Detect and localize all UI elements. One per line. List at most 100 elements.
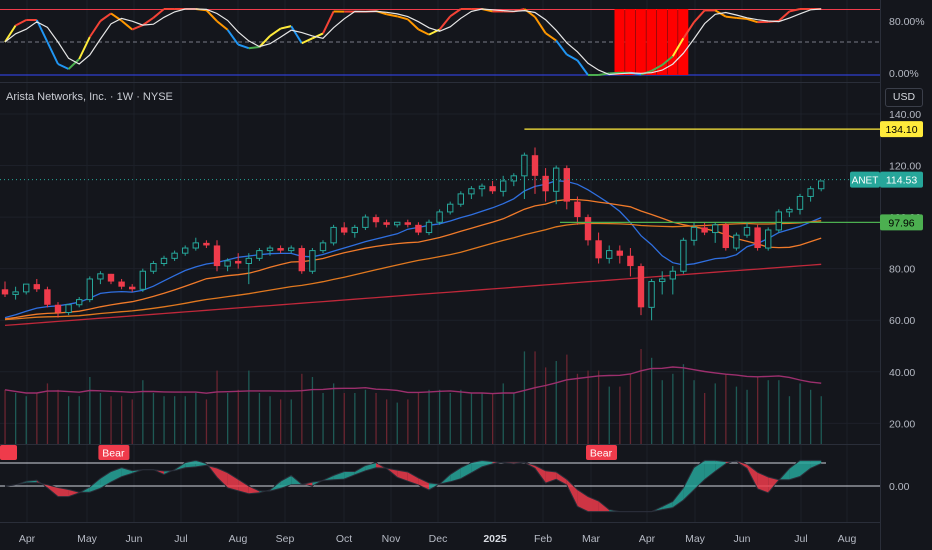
stoch-k-segment: [555, 39, 568, 56]
stoch-rsi-pane: [0, 8, 880, 76]
candle-body: [542, 175, 549, 192]
candle-body: [627, 255, 634, 267]
level-price-label-text: 134.10: [885, 124, 917, 136]
stoch-k-segment: [269, 27, 282, 37]
osc-cloud-segment: [47, 484, 58, 497]
time-axis-label: Jun: [126, 533, 143, 545]
stoch-k-segment: [534, 16, 547, 34]
candle: [690, 222, 698, 246]
volume-bar: [280, 399, 282, 444]
stoch-k-segment: [386, 13, 398, 18]
candle: [500, 175, 507, 197]
candle-body: [224, 260, 231, 267]
volume-bar: [460, 389, 462, 444]
stoch-k-segment: [311, 32, 324, 40]
price-pane[interactable]: [0, 128, 880, 444]
osc-cloud-segment: [89, 478, 101, 493]
candle: [637, 263, 645, 316]
ticker-tag-text: ANET: [852, 176, 879, 187]
volume-bar: [68, 396, 70, 444]
time-axis-label: 2025: [483, 533, 507, 545]
stoch-k-segment: [152, 8, 165, 19]
volume-bar: [523, 351, 526, 444]
volume-bar: [36, 393, 38, 444]
osc-cloud-segment: [768, 477, 779, 493]
candle-body: [765, 229, 772, 249]
volume-bar: [810, 389, 812, 444]
candle: [521, 152, 528, 200]
volume-bar: [799, 383, 801, 444]
stoch-k-segment: [237, 43, 250, 50]
level-price-label-box: [880, 214, 923, 231]
volume-bar: [269, 396, 271, 444]
candle-body: [44, 289, 51, 305]
osc-cloud-segment: [354, 465, 366, 475]
osc-cloud-segment: [365, 462, 376, 471]
time-axis-label: Feb: [534, 533, 552, 545]
candle-body: [330, 226, 337, 244]
time-axis[interactable]: Apr May Jun Jul Aug Sep Oct Nov Dec 2025 Feb Mar Apr…: [19, 533, 857, 545]
price-axis-label: 60.00: [889, 315, 915, 327]
candle-body: [701, 227, 708, 233]
volume-bar: [735, 386, 738, 444]
volume-bar: [195, 393, 197, 444]
candle-body: [712, 224, 719, 234]
bear-signal-box: [98, 445, 130, 460]
last-price-text: 114.53: [886, 175, 917, 187]
candle-body: [722, 224, 729, 249]
osc-cloud-segment: [757, 472, 769, 493]
stoch-k-segment: [216, 20, 229, 31]
candle: [489, 180, 496, 194]
stoch-k-segment: [131, 24, 144, 31]
stoch-k-segment: [746, 17, 758, 24]
volume-bar: [174, 396, 176, 444]
candle-body: [23, 283, 30, 293]
bear-signal: Bear: [586, 445, 617, 460]
time-axis-label: Jun: [734, 533, 751, 545]
candle: [701, 222, 708, 236]
bear-signal: Bear: [98, 445, 130, 460]
candle-body: [129, 286, 136, 290]
candle: [722, 222, 729, 251]
candle: [394, 221, 401, 228]
candle-body: [319, 242, 327, 252]
stoch-k-segment: [682, 21, 695, 39]
candle: [107, 273, 115, 285]
volume-bar: [767, 380, 769, 444]
stoch-k-segment: [407, 18, 420, 31]
candle-body: [76, 299, 83, 306]
candle-body: [298, 248, 305, 272]
osc-cloud-segment: [800, 460, 811, 477]
stoch-k-segment: [35, 19, 49, 43]
candle-body: [457, 193, 465, 205]
stoch-k-segment: [290, 25, 303, 44]
volume-bar: [57, 389, 59, 444]
time-axis-label: Nov: [382, 533, 401, 545]
stoch-k-segment: [99, 12, 112, 22]
candle: [203, 240, 210, 249]
time-axis-label: Aug: [838, 533, 857, 545]
stoch-k-segment: [789, 8, 801, 13]
candle: [33, 278, 40, 292]
time-axis-label: Dec: [429, 533, 448, 545]
candle: [139, 268, 147, 292]
osc-slow-line: [4, 460, 822, 513]
price-axis-label: 40.00: [889, 367, 915, 379]
currency-button[interactable]: USD: [885, 88, 923, 107]
candle: [574, 196, 581, 225]
overbought-bar: [678, 9, 689, 75]
candle-body: [171, 252, 178, 259]
candle: [765, 227, 772, 251]
volume-bar: [682, 364, 685, 444]
price-axis[interactable]: 80.00%0.00%140.00120.00100.0080.0060.004…: [889, 16, 925, 493]
volume-bar: [248, 370, 250, 444]
volume-bar: [15, 393, 17, 444]
candle-body: [733, 234, 740, 249]
stoch-k-segment: [226, 29, 240, 46]
bear-signal-box: [586, 445, 617, 460]
stoch-k-segment: [545, 32, 557, 42]
volume-bar: [258, 393, 261, 444]
stoch-k-segment: [248, 46, 260, 50]
volume-bar: [375, 393, 377, 444]
osc-cloud-segment: [344, 471, 355, 480]
